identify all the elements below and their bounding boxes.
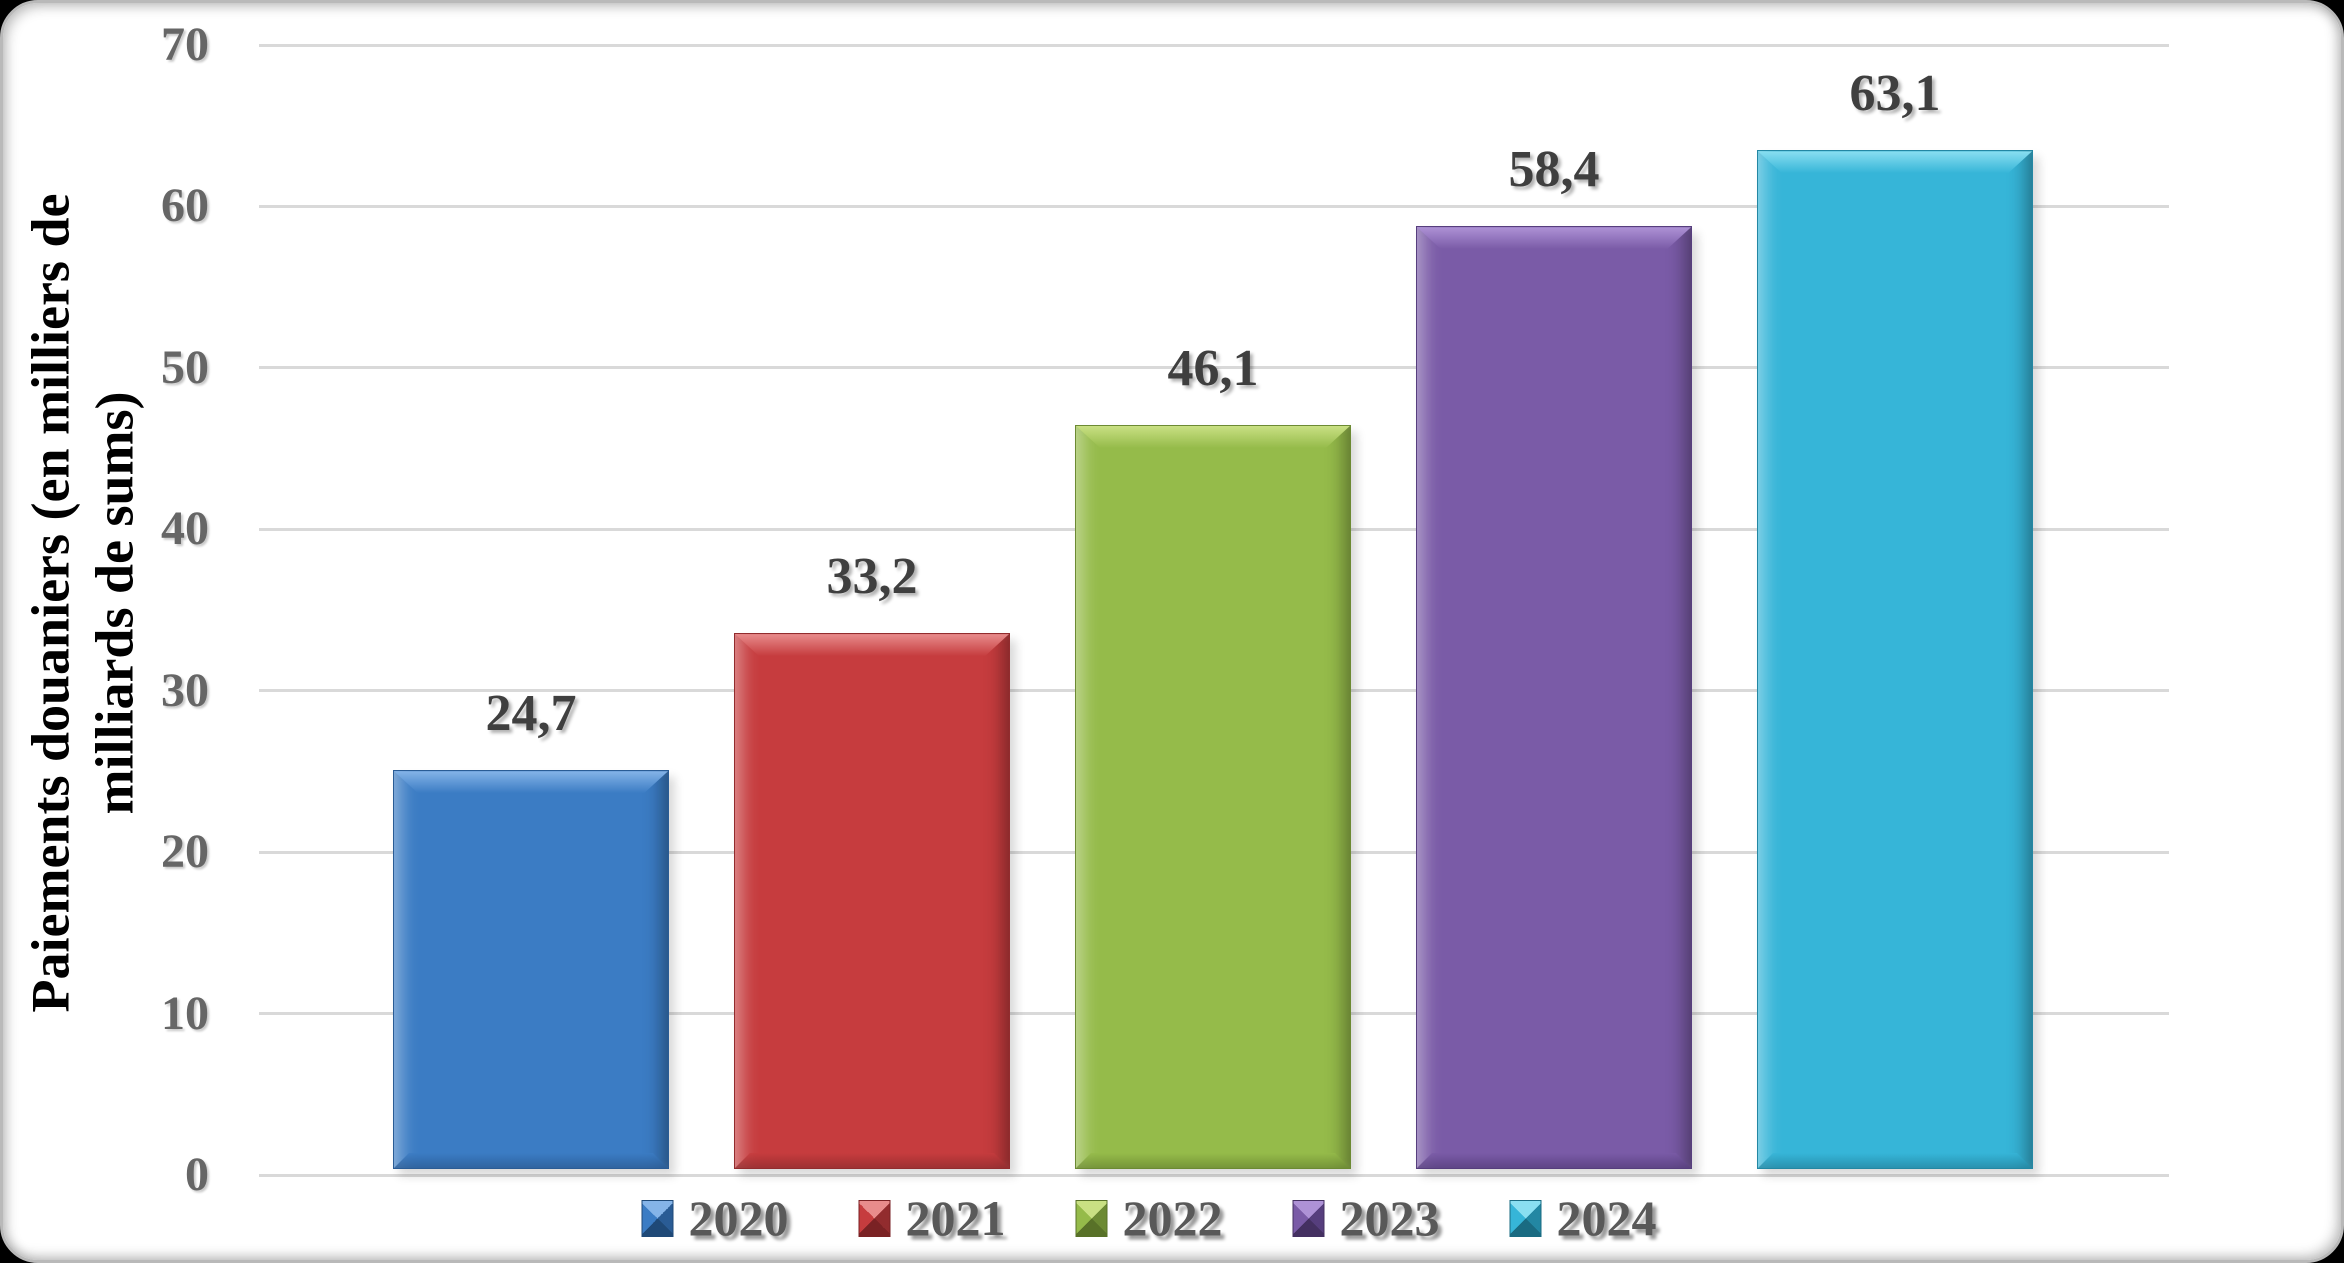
y-tick-label-30: 30 xyxy=(161,663,209,717)
data-label-2024: 63,1 xyxy=(1849,65,1941,123)
bar-2020[interactable] xyxy=(393,770,669,1169)
legend-item-2021[interactable]: 2021 xyxy=(858,1190,1006,1246)
y-tick-label-60: 60 xyxy=(161,179,209,233)
bar-2023[interactable] xyxy=(1416,226,1692,1169)
legend-swatch-2022 xyxy=(1075,1199,1108,1237)
legend-item-2022[interactable]: 2022 xyxy=(1075,1190,1223,1246)
bar-2021[interactable] xyxy=(734,633,1010,1169)
plot-area: 0 10 20 30 40 50 60 70 24,7 33,2 46,1 58,4 63,1 xyxy=(3,3,2341,1260)
data-label-2023: 58,4 xyxy=(1508,141,1600,199)
legend-swatch-2020 xyxy=(641,1199,674,1237)
legend-item-2024[interactable]: 2024 xyxy=(1509,1190,1657,1246)
legend-label-2024: 2024 xyxy=(1556,1190,1657,1246)
legend-label-2020: 2020 xyxy=(688,1190,789,1246)
gridline-60 xyxy=(259,204,2169,208)
y-tick-label-70: 70 xyxy=(161,18,209,71)
data-label-2021: 33,2 xyxy=(826,548,918,606)
data-label-2022: 46,1 xyxy=(1167,339,1259,397)
legend-label-2022: 2022 xyxy=(1122,1190,1223,1246)
bar-2024[interactable] xyxy=(1757,150,2033,1169)
y-tick-label-10: 10 xyxy=(161,986,209,1040)
gridline-50 xyxy=(259,366,2169,370)
legend-label-2023: 2023 xyxy=(1339,1190,1440,1246)
y-tick-label-40: 40 xyxy=(161,502,209,556)
legend: 2020 2021 2022 2023 2024 xyxy=(641,1183,1657,1253)
gridline-70 xyxy=(259,43,2169,47)
legend-item-2020[interactable]: 2020 xyxy=(641,1190,789,1246)
legend-swatch-2023 xyxy=(1292,1199,1325,1237)
y-tick-label-0: 0 xyxy=(185,1148,209,1201)
legend-label-2021: 2021 xyxy=(905,1190,1006,1246)
data-label-2020: 24,7 xyxy=(485,685,577,743)
y-tick-label-50: 50 xyxy=(161,340,209,394)
y-tick-label-20: 20 xyxy=(161,825,209,879)
gridline-0 xyxy=(259,1173,2169,1177)
legend-swatch-2021 xyxy=(858,1199,891,1237)
bar-2022[interactable] xyxy=(1075,424,1351,1169)
legend-swatch-2024 xyxy=(1509,1199,1542,1237)
legend-item-2023[interactable]: 2023 xyxy=(1292,1190,1440,1246)
